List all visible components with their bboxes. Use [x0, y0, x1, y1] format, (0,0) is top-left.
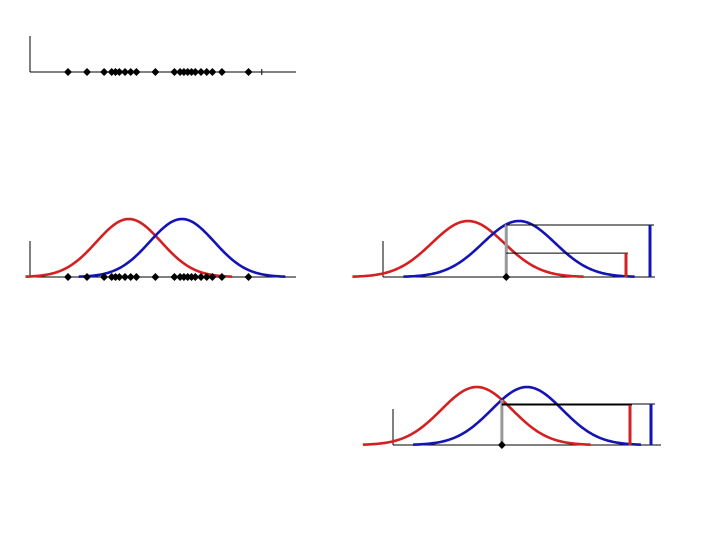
- sample-point: [202, 273, 211, 281]
- sample-point: [83, 273, 91, 281]
- panel-likelihood-query-lower: [362, 385, 661, 449]
- sample-point: [244, 68, 253, 76]
- sample-point: [121, 68, 129, 76]
- query-point-marker: [502, 273, 511, 281]
- sample-point: [244, 273, 253, 281]
- curve-red: [25, 217, 233, 278]
- sample-point: [217, 68, 226, 76]
- panel-likelihood-query-right: [352, 219, 655, 281]
- sample-point: [197, 68, 205, 76]
- curve-blue: [78, 217, 286, 278]
- curve-red: [352, 219, 584, 278]
- curve-red: [362, 385, 591, 446]
- sample-point: [115, 273, 124, 281]
- curve-blue: [403, 219, 635, 278]
- sample-point: [64, 273, 72, 281]
- sample-point: [170, 68, 179, 76]
- sample-point: [121, 273, 129, 281]
- sample-point: [151, 273, 160, 281]
- panel-two-gaussians-with-samples: [25, 217, 296, 281]
- sample-point: [64, 68, 72, 76]
- sample-point: [191, 68, 200, 76]
- sample-point: [202, 68, 211, 76]
- sample-point: [100, 273, 109, 281]
- sample-point: [217, 273, 226, 281]
- sample-point: [115, 68, 124, 76]
- sample-point: [151, 68, 160, 76]
- sample-point: [100, 68, 109, 76]
- sample-point: [132, 68, 141, 76]
- curve-blue: [413, 385, 641, 446]
- sample-point: [197, 273, 205, 281]
- sample-point: [126, 273, 135, 281]
- sample-point: [126, 68, 135, 76]
- sample-point: [208, 68, 217, 76]
- sample-point: [170, 273, 179, 281]
- sample-point: [83, 68, 91, 76]
- query-point-marker: [497, 441, 506, 449]
- panel-samples: [29, 36, 296, 76]
- sample-point: [191, 273, 200, 281]
- sample-point: [208, 273, 217, 281]
- sample-point: [132, 273, 141, 281]
